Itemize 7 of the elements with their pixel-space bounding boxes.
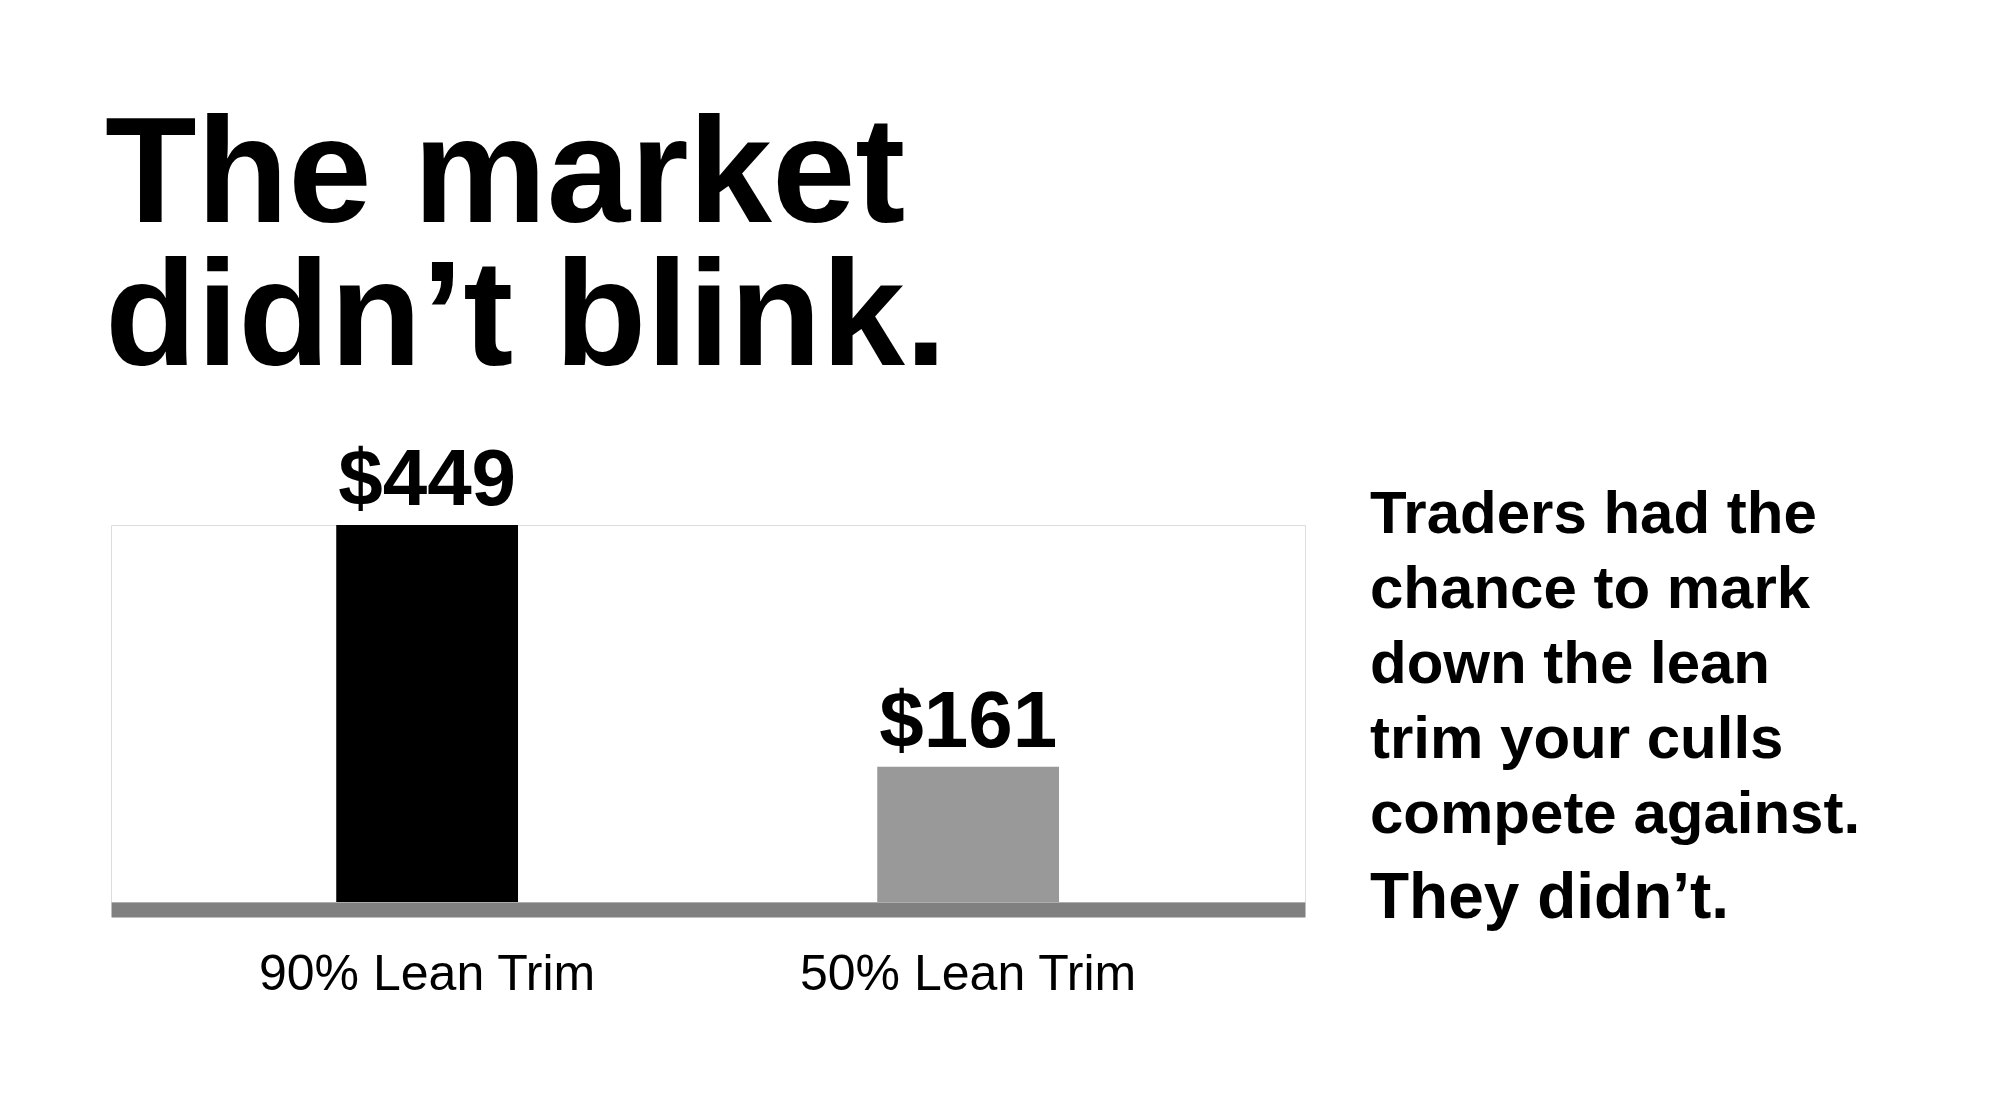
text: They didn’t. (1370, 860, 1730, 932)
data-label: $449 (338, 433, 517, 522)
x-tick-label: 50% Lean Trim (800, 945, 1137, 1001)
data-label: $161 (879, 674, 1058, 764)
x-tick-label: 90% Lean Trim (258, 945, 596, 1001)
chart-title: The market didn’t blink. (105, 86, 947, 397)
text: Traders had the chance to mark down the lean trim your culls compete against. (1370, 479, 1861, 846)
